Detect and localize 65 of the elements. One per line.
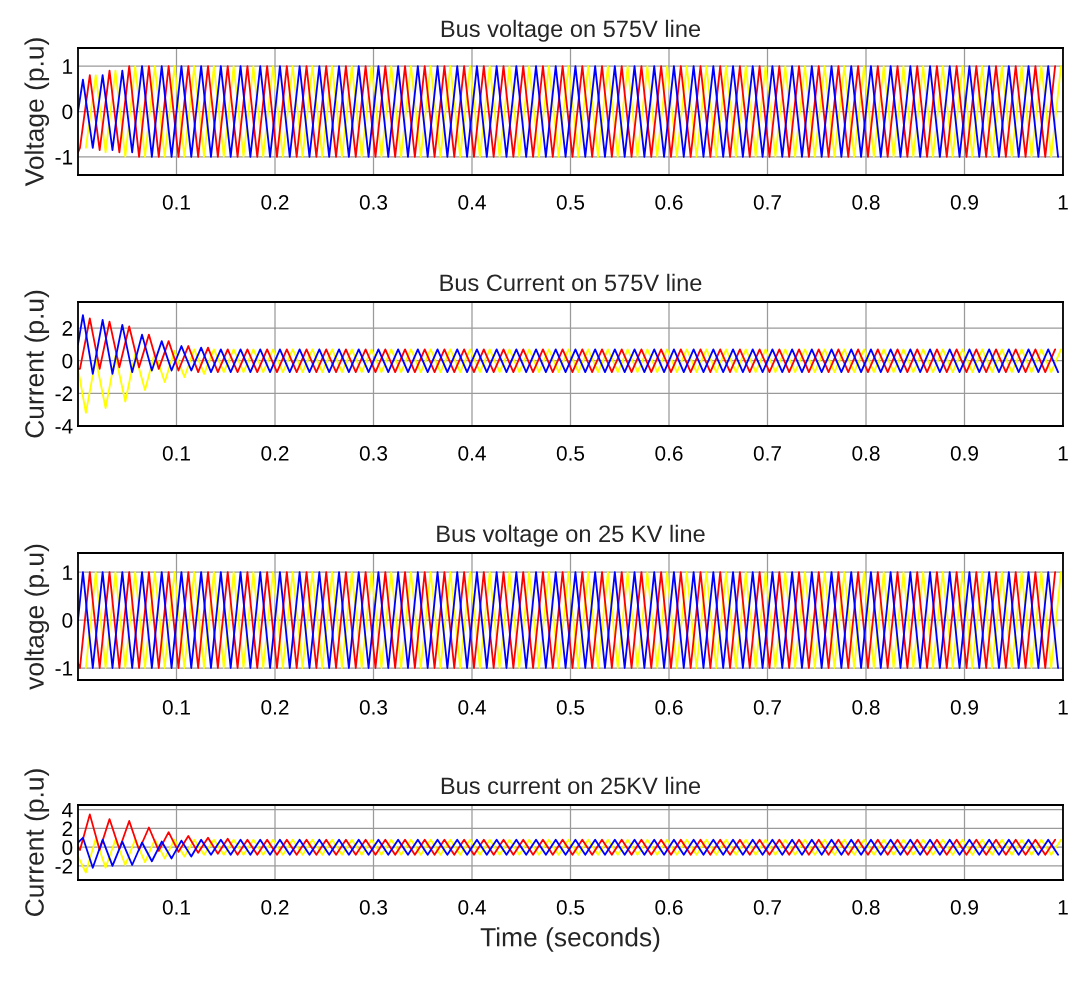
x-tick-label: 0.2 (261, 699, 289, 715)
x-tick-label: 0.9 (950, 194, 978, 210)
x-tick-label: 0.7 (753, 445, 781, 461)
y-tick-label: -4 (55, 419, 73, 434)
x-tick-label: 0.1 (162, 194, 190, 210)
x-tick-label: 0.6 (655, 194, 683, 210)
x-tick-label: 0.9 (950, 899, 978, 915)
x-tick-label: 0.3 (359, 445, 388, 461)
x-tick-label: 0.2 (261, 445, 289, 461)
line-series (78, 348, 1062, 414)
y-tick-label: 0 (62, 353, 73, 369)
x-tick-label: 1 (1058, 195, 1068, 210)
x-tick-label: 0.9 (950, 699, 978, 715)
x-tick-label: 0.8 (852, 899, 880, 915)
chart-title: Bus voltage on 575V line (441, 19, 701, 42)
line-series (78, 813, 1057, 856)
y-tick-label: -1 (55, 661, 73, 676)
y-tick-label: 1 (63, 565, 73, 580)
x-tick-label: 0.4 (458, 899, 486, 915)
x-tick-label: 0.1 (162, 899, 190, 915)
y-axis-title: Voltage (p.u) (24, 38, 50, 187)
y-tick-label: -2 (55, 386, 73, 401)
x-tick-label: 0.5 (556, 899, 585, 915)
x-tick-label: 0.4 (458, 699, 486, 715)
chart-title: Bus Current on 575V line (440, 273, 702, 292)
x-tick-label: 0.2 (261, 194, 289, 210)
x-tick-label: 0.3 (359, 899, 388, 915)
y-tick-label: 0 (62, 840, 73, 855)
x-tick-label: 0.8 (852, 445, 880, 461)
y-tick-label: 2 (62, 821, 73, 836)
x-tick-label: 0.3 (359, 699, 388, 715)
x-tick-label: 0.5 (556, 699, 585, 715)
x-tick-label: 0.8 (852, 194, 880, 210)
x-tick-label: 0.3 (359, 194, 388, 210)
x-tick-label: 0.5 (556, 445, 585, 461)
x-tick-label: 0.1 (162, 699, 190, 715)
x-tick-label: 0.6 (655, 699, 683, 715)
y-tick-label: 1 (63, 59, 73, 74)
y-tick-label: 2 (62, 321, 73, 336)
x-tick-label: 0.6 (655, 899, 683, 915)
x-tick-label: 0.7 (753, 699, 781, 715)
x-tick-label: 0.5 (556, 194, 585, 210)
x-tick-label: 0.8 (852, 699, 880, 715)
chart-title: Bus voltage on 25 KV line (437, 524, 705, 547)
y-tick-label: 0 (62, 613, 73, 628)
y-axis-title: Current (p.u) (24, 769, 50, 916)
y-tick-label: 0 (62, 104, 73, 120)
y-axis-title: voltage (p.u) (24, 544, 50, 690)
x-tick-label: 0.6 (655, 445, 683, 461)
y-axis-title: Current (p.u) (24, 290, 50, 438)
x-tick-label: 0.7 (753, 899, 781, 915)
x-tick-label: 0.4 (458, 445, 486, 461)
x-tick-label: 0.7 (753, 194, 781, 210)
y-tick-label: 4 (62, 802, 73, 818)
x-tick-label: 0.1 (162, 445, 190, 461)
x-tick-label: 1 (1058, 700, 1068, 715)
x-tick-label: 1 (1058, 446, 1068, 461)
chart-title: Bus current on 25KV line (441, 776, 701, 795)
x-tick-label: 0.4 (458, 194, 486, 210)
y-tick-label: -2 (55, 858, 73, 874)
x-tick-label: 0.9 (950, 445, 978, 461)
x-tick-label: 1 (1058, 900, 1068, 915)
x-tick-label: 0.2 (261, 899, 289, 915)
x-axis-title: Time (seconds) (480, 927, 660, 952)
y-tick-label: -1 (55, 150, 73, 165)
